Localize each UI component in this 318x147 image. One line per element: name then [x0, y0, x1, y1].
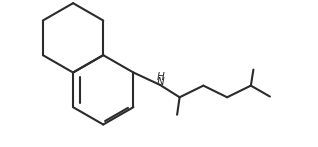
- Text: H: H: [157, 72, 165, 82]
- Text: N: N: [157, 77, 165, 87]
